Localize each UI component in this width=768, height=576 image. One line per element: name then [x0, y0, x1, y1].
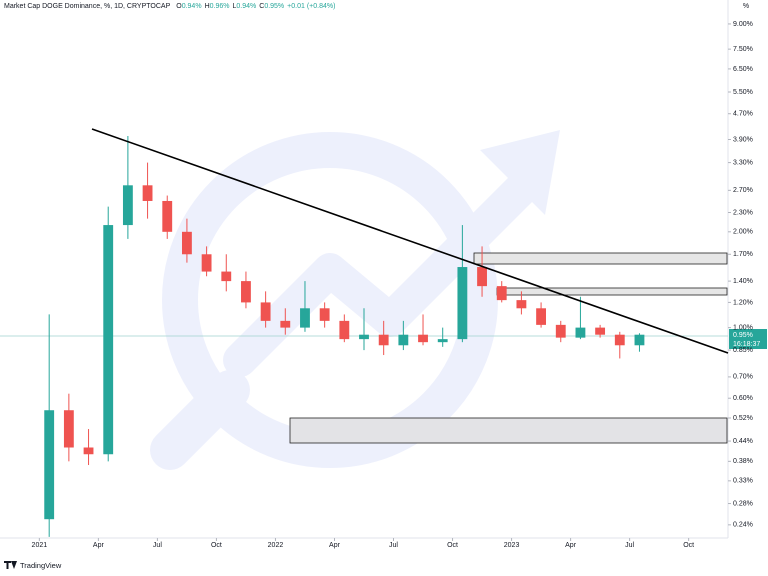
- x-tick-label: 2021: [32, 542, 48, 549]
- header-item: +0.01 (+0.84%): [287, 3, 335, 10]
- y-tick-label: 1.40%: [733, 278, 753, 285]
- y-tick-label: 2.30%: [733, 209, 753, 216]
- y-tick-label: 0.52%: [733, 415, 753, 422]
- candle-body: [634, 334, 645, 346]
- header-item: 0.94%: [182, 3, 202, 10]
- candle-body: [555, 324, 566, 338]
- price-tag: [729, 329, 767, 349]
- candle-body: [477, 267, 487, 287]
- x-tick-label: Jul: [625, 542, 634, 549]
- y-tick-label: 4.70%: [733, 111, 753, 118]
- y-tick-label: 1.70%: [733, 251, 753, 258]
- candle-body: [378, 334, 389, 346]
- y-tick-label: 1.00%: [733, 324, 753, 331]
- y-tick-label: 5.50%: [733, 89, 753, 96]
- x-tick-label: 2023: [504, 542, 520, 549]
- x-tick-label: Jul: [389, 542, 398, 549]
- candle-body: [83, 447, 94, 455]
- watermark-logo: [150, 130, 560, 470]
- y-tick-label: 2.70%: [733, 187, 753, 194]
- x-tick-label: Apr: [329, 542, 341, 549]
- candle-body: [122, 185, 133, 226]
- y-tick-label: 0.28%: [733, 500, 753, 507]
- candle-body: [103, 225, 114, 455]
- header-item: L: [232, 3, 236, 10]
- price-tag-label: 0.95%: [733, 332, 753, 339]
- axis-unit: %: [743, 3, 749, 10]
- candle-body: [575, 327, 586, 338]
- zone-box: [496, 287, 728, 296]
- header-item: H: [205, 3, 210, 10]
- y-tick-label: 0.44%: [733, 438, 753, 445]
- header-item: Market Cap DOGE Dominance, %, 1D, CRYPTO…: [4, 3, 171, 10]
- y-tick-label: 3.30%: [733, 159, 753, 166]
- x-tick-label: Jul: [153, 542, 162, 549]
- y-tick-label: 0.33%: [733, 478, 753, 485]
- y-tick-label: 3.90%: [733, 136, 753, 143]
- candle-body: [241, 281, 251, 303]
- header: Market Cap DOGE Dominance, %, 1D, CRYPTO…: [4, 3, 335, 10]
- y-tick-label: 2.00%: [733, 229, 753, 236]
- candle-body: [418, 334, 428, 343]
- x-tick-label: 2022: [268, 542, 284, 549]
- candle-body: [398, 334, 409, 346]
- candle-body: [595, 327, 606, 335]
- y-tick-label: 0.38%: [733, 458, 753, 465]
- zone-box: [473, 252, 728, 265]
- trend-line: [91, 128, 729, 354]
- header-item: 0.96%: [210, 3, 230, 10]
- candle-body: [536, 308, 546, 325]
- y-tick-label: 0.70%: [733, 374, 753, 381]
- candle-body: [614, 334, 625, 346]
- x-tick-label: Apr: [93, 542, 105, 549]
- header-item: 0.95%: [264, 3, 284, 10]
- candle-body: [162, 200, 173, 232]
- x-tick-label: Oct: [447, 542, 458, 549]
- footer-logo: [4, 561, 17, 569]
- x-tick-label: Oct: [211, 542, 222, 549]
- candle-body: [457, 267, 468, 340]
- header-item: 0.94%: [236, 3, 256, 10]
- candle-body: [63, 410, 74, 448]
- x-tick-label: Apr: [565, 542, 577, 549]
- candle-body: [280, 320, 291, 328]
- candle-body: [201, 254, 212, 272]
- y-tick-label: 9.00%: [733, 21, 753, 28]
- candle-body: [260, 302, 271, 321]
- candle-body: [182, 231, 192, 255]
- candle-body: [142, 185, 153, 201]
- header-item: C: [259, 3, 264, 10]
- y-tick-label: 0.60%: [733, 395, 753, 402]
- x-tick-label: Oct: [683, 542, 694, 549]
- header-item: O: [176, 3, 182, 10]
- y-tick-label: 6.50%: [733, 66, 753, 73]
- candle-body: [339, 320, 350, 340]
- candle-body: [496, 286, 507, 301]
- candles: [44, 136, 645, 537]
- candle-body: [300, 308, 310, 328]
- y-tick-label: 7.50%: [733, 46, 753, 53]
- candle-body: [516, 300, 527, 309]
- zone-box: [289, 417, 728, 444]
- candle-body: [319, 308, 330, 321]
- candle-body: [44, 410, 55, 520]
- candle-body: [437, 339, 448, 343]
- y-tick-label: 0.24%: [733, 522, 753, 529]
- footer-brand: TradingView: [20, 561, 62, 570]
- y-tick-label: 0.85%: [733, 347, 753, 354]
- candle-body: [359, 334, 369, 340]
- y-tick-label: 1.20%: [733, 299, 753, 306]
- candle-body: [221, 271, 232, 282]
- countdown: 16:18:37: [733, 341, 760, 348]
